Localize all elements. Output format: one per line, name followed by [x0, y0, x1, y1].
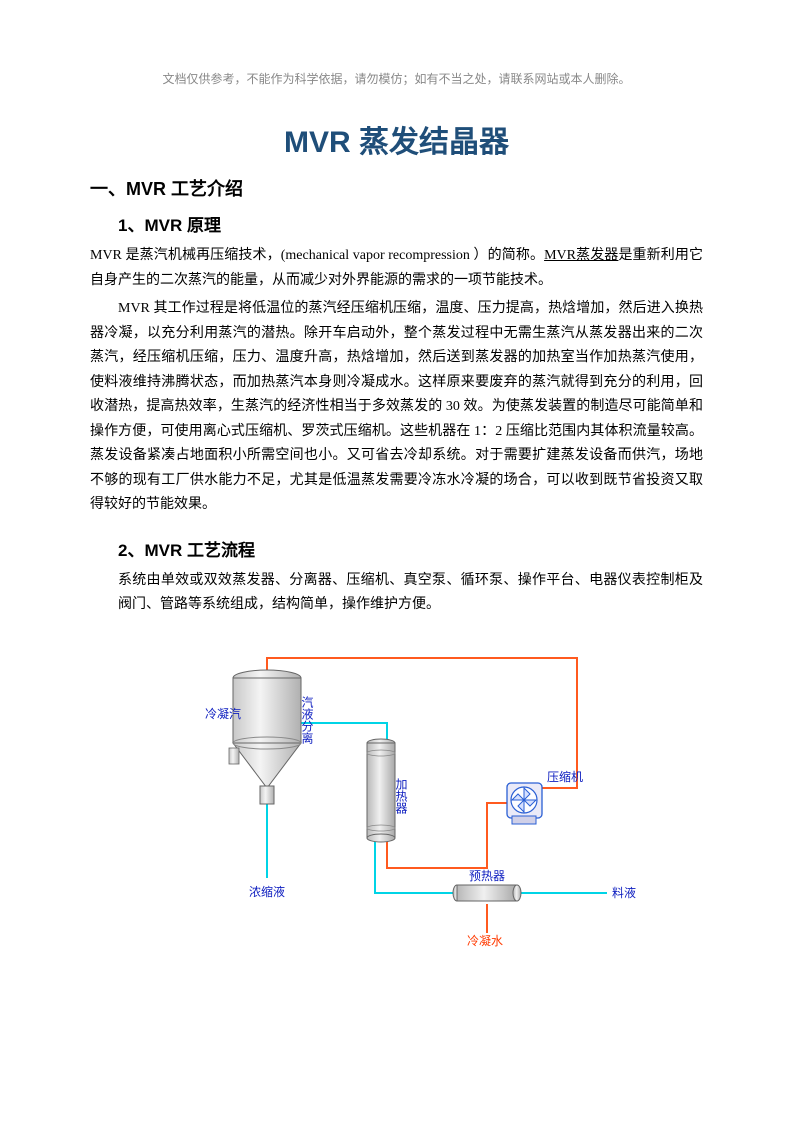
section1-sub1-heading: 1、MVR 原理: [118, 211, 703, 236]
section1-sub2-p1: 系统由单效或双效蒸发器、分离器、压缩机、真空泵、循环泵、操作平台、电器仪表控制柜…: [118, 569, 703, 618]
p1-link[interactable]: MVR蒸发器: [544, 248, 618, 263]
heater-column: [367, 739, 395, 842]
compressor: [507, 783, 542, 824]
label-concentrate: 浓缩液: [249, 884, 285, 899]
label-feed: 料液: [612, 885, 636, 900]
section1-sub1-p1: MVR 是蒸汽机械再压缩技术，(mechanical vapor recompr…: [90, 244, 703, 293]
disclaimer-text: 文档仅供参考，不能作为科学依据，请勿模仿；如有不当之处，请联系网站或本人删除。: [90, 70, 703, 87]
section1-sub2-heading: 2、MVR 工艺流程: [118, 536, 703, 561]
label-condensate: 冷凝水: [467, 933, 503, 948]
preheater: [453, 885, 521, 901]
process-diagram-svg: 冷凝汽 汽液分离 浓缩液 加热器 压缩机 预热器 料液 冷凝水: [157, 648, 637, 948]
section1-sub1-p2: MVR 其工作过程是将低温位的蒸汽经压缩机压缩，温度、压力提高，热焓增加，然后进…: [90, 297, 703, 518]
label-heater: 加热器: [394, 777, 408, 814]
label-separator-side: 汽液分离: [300, 694, 314, 744]
separator-vessel: [229, 670, 301, 804]
label-preheater: 预热器: [469, 869, 505, 883]
main-title: MVR 蒸发结晶器: [90, 117, 703, 161]
label-separator-in: 冷凝汽: [205, 706, 241, 721]
p1-text-a: MVR 是蒸汽机械再压缩技术，(mechanical vapor recompr…: [90, 248, 544, 263]
label-compressor: 压缩机: [547, 769, 583, 784]
process-diagram: 冷凝汽 汽液分离 浓缩液 加热器 压缩机 预热器 料液 冷凝水: [90, 648, 703, 948]
section1-heading: 一、MVR 工艺介绍: [90, 175, 703, 201]
